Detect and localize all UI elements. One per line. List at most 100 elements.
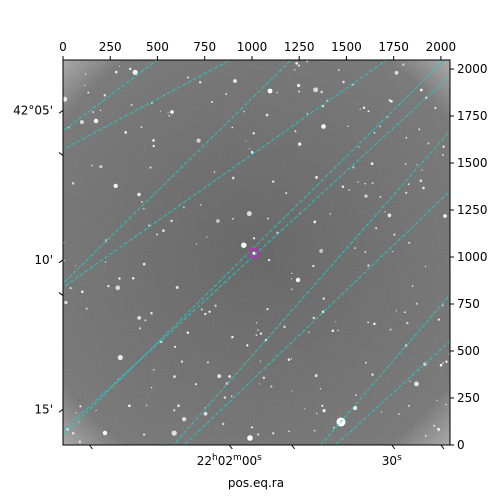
star — [267, 258, 271, 262]
star — [81, 290, 84, 294]
star — [387, 116, 389, 118]
star — [252, 237, 256, 240]
grid-line — [63, 60, 292, 285]
star — [149, 166, 152, 169]
target-marker — [248, 248, 260, 259]
star — [297, 83, 301, 88]
star — [196, 138, 201, 143]
star — [79, 120, 84, 125]
top-tick-label: 1000 — [237, 40, 268, 54]
star — [203, 411, 208, 416]
star — [424, 265, 427, 268]
right-tick-label: 0 — [457, 438, 465, 452]
star — [128, 404, 131, 408]
star — [118, 277, 121, 280]
star — [105, 239, 107, 241]
star — [298, 142, 302, 146]
star — [265, 113, 269, 117]
star — [243, 110, 245, 113]
grid-line — [63, 60, 388, 289]
ra-tick — [391, 444, 396, 450]
star — [222, 422, 225, 426]
star — [384, 211, 386, 213]
star — [159, 110, 162, 112]
star — [390, 99, 393, 103]
star — [118, 65, 121, 67]
star — [354, 394, 357, 397]
star — [180, 360, 183, 363]
plot-frame — [62, 59, 451, 446]
star — [99, 165, 103, 169]
star — [232, 217, 234, 220]
star — [380, 411, 383, 413]
star — [63, 96, 68, 102]
star — [312, 265, 315, 268]
star — [230, 395, 233, 398]
star — [148, 224, 151, 227]
star — [216, 219, 220, 223]
star — [416, 164, 418, 166]
dec-tick — [58, 408, 64, 413]
star — [433, 424, 436, 427]
star — [421, 169, 423, 171]
top-tick-label: 1500 — [331, 40, 362, 54]
grid-line — [63, 75, 450, 432]
top-tick-label: 1750 — [378, 40, 409, 54]
right-pixel-axis: 0 250 500 750 1000 1250 1500 1750 2000 — [450, 62, 488, 452]
star — [322, 297, 325, 300]
star — [250, 150, 254, 154]
grid-line — [63, 60, 158, 132]
top-tick-label: 250 — [99, 40, 122, 54]
star — [143, 433, 146, 436]
star — [66, 428, 69, 431]
x-axis-title: pos.eq.ra — [228, 476, 284, 490]
star — [313, 220, 317, 224]
star — [436, 399, 438, 402]
star — [262, 376, 266, 380]
star — [270, 385, 273, 388]
star — [117, 355, 123, 361]
star — [283, 325, 286, 329]
stars-layer — [63, 60, 450, 443]
star — [276, 91, 278, 94]
star — [99, 109, 102, 112]
star — [391, 250, 394, 253]
star — [315, 176, 318, 179]
star — [142, 262, 146, 266]
star — [407, 183, 410, 186]
star — [140, 126, 143, 129]
star — [159, 340, 163, 344]
star — [295, 61, 299, 65]
star — [143, 207, 145, 210]
star — [92, 111, 94, 113]
bottom-ra-axis: 22h02m00s 30s — [89, 444, 445, 468]
star — [389, 328, 392, 331]
star — [439, 363, 443, 367]
star — [259, 332, 263, 335]
star — [124, 131, 128, 134]
star — [246, 344, 249, 347]
star — [198, 80, 202, 84]
star — [362, 106, 366, 109]
top-tick-label: 1250 — [284, 40, 315, 54]
star — [347, 125, 349, 127]
star — [445, 404, 448, 406]
star — [308, 331, 310, 333]
star — [357, 181, 359, 183]
star — [419, 179, 423, 183]
grid-line — [183, 190, 450, 445]
star — [364, 182, 367, 185]
star — [259, 360, 262, 362]
star — [442, 145, 445, 148]
ra-minor-tick — [89, 444, 93, 450]
star — [387, 213, 392, 218]
star — [434, 106, 437, 110]
star — [418, 128, 421, 131]
star — [131, 277, 135, 280]
star — [174, 345, 177, 348]
star — [168, 114, 171, 117]
ra-minor-tick — [291, 444, 296, 450]
top-tick-label: 0 — [59, 40, 67, 54]
star — [150, 312, 153, 315]
